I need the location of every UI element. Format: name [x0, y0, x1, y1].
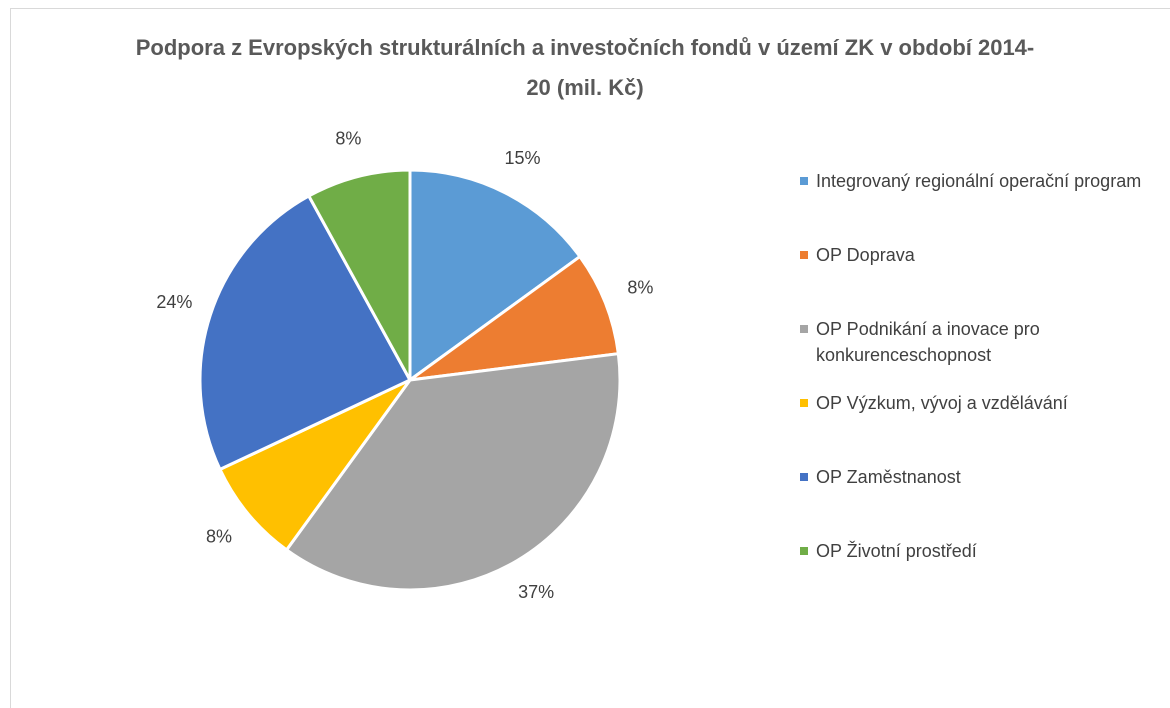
- data-label: 8%: [627, 278, 653, 298]
- data-label: 24%: [156, 292, 192, 312]
- legend-label: OP Doprava: [816, 245, 915, 265]
- legend-item: OP Zaměstnanost: [800, 464, 1150, 490]
- legend-label: OP Podnikání a inovace pro konkurencesch…: [816, 319, 1040, 365]
- chart-frame: [10, 8, 1170, 708]
- data-label: 37%: [518, 582, 554, 602]
- legend-swatch: [800, 399, 808, 407]
- pie-slice: [408, 168, 582, 383]
- pie-slice: [198, 193, 413, 472]
- legend-swatch: [800, 473, 808, 481]
- legend-item: OP Výzkum, vývoj a vzdělávání: [800, 390, 1150, 416]
- pie-slice: [409, 254, 621, 382]
- legend-swatch: [800, 251, 808, 259]
- legend-swatch: [800, 547, 808, 555]
- pie-slice: [306, 168, 412, 381]
- legend-item: OP Doprava: [800, 242, 1150, 268]
- legend-item: OP Životní prostředí: [800, 538, 1150, 564]
- legend-label: OP Životní prostředí: [816, 541, 977, 561]
- page: Podpora z Evropských strukturálních a in…: [10, 8, 1170, 708]
- pie-slice: [217, 378, 412, 552]
- legend-item: OP Podnikání a inovace pro konkurencesch…: [800, 316, 1150, 368]
- legend-label: Integrovaný regionální operační program: [816, 171, 1142, 191]
- pie-slice: [284, 352, 622, 592]
- data-label: 8%: [335, 129, 361, 149]
- legend-swatch: [800, 177, 808, 185]
- data-label: 15%: [504, 148, 540, 168]
- legend-label: OP Výzkum, vývoj a vzdělávání: [816, 393, 1068, 413]
- data-label: 8%: [206, 527, 232, 547]
- legend-swatch: [800, 325, 808, 333]
- legend-item: Integrovaný regionální operační program: [800, 168, 1150, 194]
- chart: 15% 8% 37% 8% 24% 8%: [156, 129, 653, 602]
- legend-label: OP Zaměstnanost: [816, 467, 961, 487]
- chart-title: Podpora z Evropských strukturálních a in…: [135, 35, 1035, 100]
